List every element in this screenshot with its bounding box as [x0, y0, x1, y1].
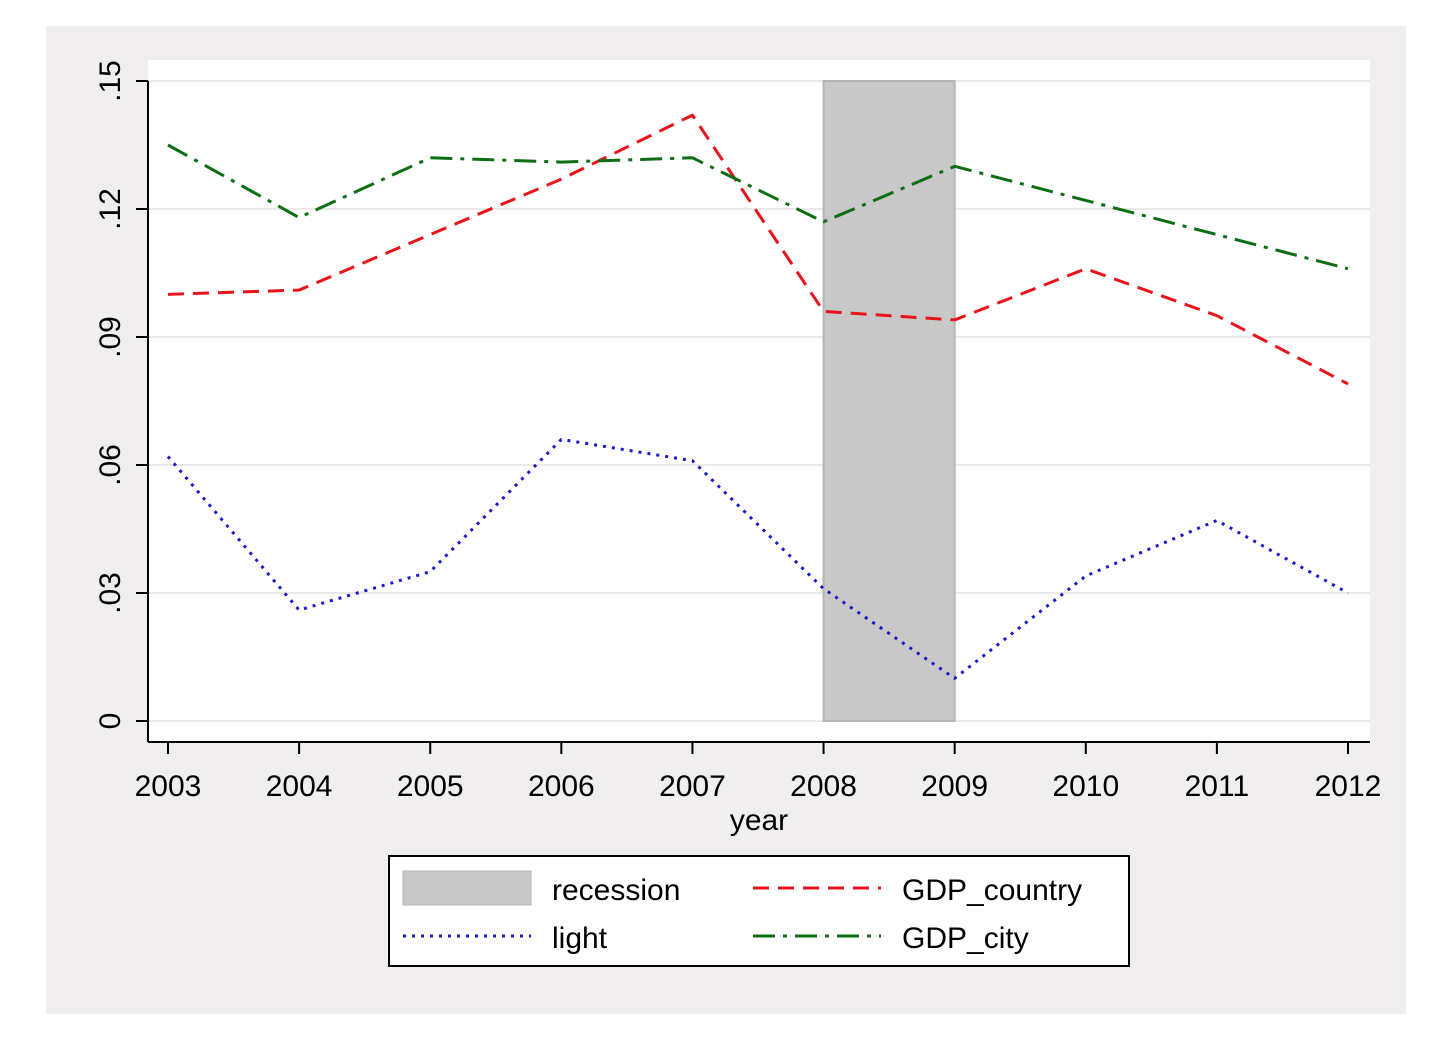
x-tick-label: 2009 — [921, 770, 988, 803]
y-tick-label: .12 — [94, 188, 127, 230]
x-tick-label: 2011 — [1185, 770, 1250, 803]
x-tick-label: 2012 — [1315, 770, 1382, 803]
legend-label-GDP_city: GDP_city — [902, 922, 1029, 955]
plot-area — [148, 60, 1370, 742]
y-tick-label: 0 — [94, 713, 127, 730]
legend-label-GDP_country: GDP_country — [902, 874, 1082, 907]
x-tick-label: 2006 — [528, 770, 595, 803]
legend-swatch-recession — [403, 871, 531, 905]
y-tick-label: .03 — [94, 572, 127, 614]
shaded-region-recession — [824, 81, 955, 721]
y-tick-label: .15 — [94, 60, 127, 102]
x-tick-label: 2003 — [135, 770, 202, 803]
x-tick-label: 2008 — [790, 770, 857, 803]
x-axis-title: year — [730, 804, 788, 837]
y-tick-label: .09 — [94, 316, 127, 358]
shaded-regions — [824, 81, 955, 721]
y-tick-label: .06 — [94, 444, 127, 486]
legend-label-light: light — [552, 922, 608, 955]
x-tick-label: 2004 — [266, 770, 333, 803]
x-tick-label: 2005 — [397, 770, 464, 803]
x-tick-label: 2007 — [659, 770, 726, 803]
x-tick-label: 2010 — [1052, 770, 1119, 803]
legend-label-recession: recession — [552, 874, 680, 907]
